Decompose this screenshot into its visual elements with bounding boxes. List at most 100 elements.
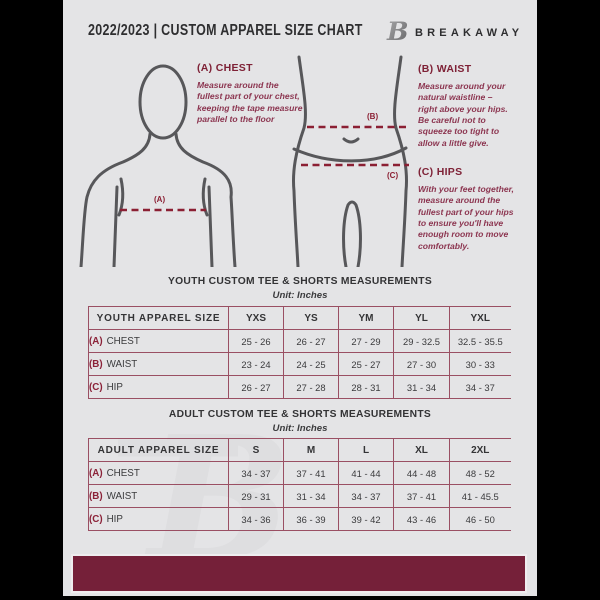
table-row: (B) WAIST 29 - 31 31 - 34 34 - 37 37 - 41 41 -… bbox=[88, 484, 511, 508]
youth-table-unit: Unit: Inches bbox=[272, 290, 328, 301]
measurement-value: 27 - 30 bbox=[393, 352, 450, 376]
size-column-header: YXL bbox=[449, 306, 511, 330]
size-column-header: L bbox=[338, 438, 394, 462]
measurement-value: 39 - 42 bbox=[338, 507, 394, 531]
figure-right-side bbox=[393, 55, 408, 267]
adult-table-title: ADULT CUSTOM TEE & SHORTS MEASUREMENTS bbox=[168, 409, 432, 420]
size-column-label: YOUTH APPAREL SIZE bbox=[88, 306, 229, 330]
table-row: (C) HIP 26 - 27 27 - 28 28 - 31 31 - 34 34 - 3… bbox=[88, 375, 511, 399]
figure-right-armpit bbox=[201, 177, 209, 217]
measurement-row-label: (B) WAIST bbox=[88, 484, 229, 508]
footer-bar bbox=[71, 554, 527, 593]
measurement-row-label: (B) WAIST bbox=[88, 352, 229, 376]
instruction-hips-text: With your feet together, measure around … bbox=[418, 184, 514, 251]
measurement-value: 36 - 39 bbox=[283, 507, 339, 531]
hips-line-label: (C) bbox=[387, 171, 398, 180]
measurement-value: 32.5 - 35.5 bbox=[449, 329, 511, 353]
measurement-value: 29 - 31 bbox=[228, 484, 284, 508]
measurement-name: HIP bbox=[106, 381, 123, 393]
figure-left-torso bbox=[112, 185, 119, 267]
table-header-row: YOUTH APPAREL SIZE YXS YS YM YL YXL bbox=[88, 306, 511, 330]
instruction-hips: (C) HIPS With your feet together, measur… bbox=[418, 166, 518, 252]
instruction-waist: (B) WAIST Measure around your natural wa… bbox=[418, 63, 513, 149]
figure-head-outline bbox=[138, 64, 188, 140]
size-column-header: YS bbox=[283, 306, 339, 330]
table-row: (C) HIP 34 - 36 36 - 39 39 - 42 43 - 46 46 - 5… bbox=[88, 507, 511, 531]
figure-navel bbox=[342, 137, 360, 144]
measurement-value: 27 - 29 bbox=[338, 329, 394, 353]
size-column-header: 2XL bbox=[449, 438, 511, 462]
measurement-key: (A) bbox=[89, 335, 103, 347]
measurement-name: WAIST bbox=[106, 358, 138, 370]
measurement-value: 26 - 27 bbox=[283, 329, 339, 353]
instruction-hips-heading: (C) HIPS bbox=[418, 166, 463, 178]
figure-left-armpit bbox=[117, 177, 125, 217]
figure-inner-legs bbox=[342, 200, 362, 267]
measurement-value: 43 - 46 bbox=[393, 507, 450, 531]
table-row: (A) CHEST 34 - 37 37 - 41 41 - 44 44 - 48 48 -… bbox=[88, 461, 511, 485]
chest-figure-diagram: (A) bbox=[79, 64, 237, 267]
adult-table-unit: Unit: Inches bbox=[272, 423, 328, 434]
measurement-value: 37 - 41 bbox=[393, 484, 450, 508]
measurement-name: CHEST bbox=[106, 335, 140, 347]
measurement-name: CHEST bbox=[106, 467, 140, 479]
svg-text:B: B bbox=[386, 17, 408, 46]
waist-line-label: (B) bbox=[367, 112, 378, 121]
measurement-value: 27 - 28 bbox=[283, 375, 339, 399]
measurement-row-label: (C) HIP bbox=[88, 507, 229, 531]
measurement-value: 29 - 32.5 bbox=[393, 329, 450, 353]
measurement-value: 44 - 48 bbox=[393, 461, 450, 485]
measurement-key: (A) bbox=[89, 467, 103, 479]
size-column-header: S bbox=[228, 438, 284, 462]
instruction-waist-heading: (B) WAIST bbox=[418, 63, 472, 75]
measurement-value: 28 - 31 bbox=[338, 375, 394, 399]
brand-lockup: B BREAKAWAY bbox=[381, 16, 523, 46]
measurement-row-label: (A) CHEST bbox=[88, 329, 229, 353]
measurement-value: 37 - 41 bbox=[283, 461, 339, 485]
youth-table-title: YOUTH CUSTOM TEE & SHORTS MEASUREMENTS bbox=[167, 276, 433, 287]
measurement-value: 26 - 27 bbox=[228, 375, 284, 399]
measurement-value: 24 - 25 bbox=[283, 352, 339, 376]
chest-line-label: (A) bbox=[154, 195, 165, 204]
size-chart-poster: 2022/2023 | CUSTOM APPAREL SIZE CHART B … bbox=[63, 0, 537, 596]
instruction-chest: (A) CHEST Measure around the fullest par… bbox=[197, 62, 305, 125]
measurement-value: 41 - 44 bbox=[338, 461, 394, 485]
instruction-chest-text: Measure around the fullest part of your … bbox=[197, 80, 303, 125]
figure-hip-curve bbox=[292, 146, 408, 163]
instruction-waist-text: Measure around your natural waistline – … bbox=[418, 81, 508, 148]
measurement-value: 31 - 34 bbox=[393, 375, 450, 399]
figure-right-shoulder bbox=[174, 132, 237, 267]
measurement-key: (B) bbox=[89, 358, 103, 370]
size-column-header: YL bbox=[393, 306, 450, 330]
measurement-value: 41 - 45.5 bbox=[449, 484, 511, 508]
table-row: (B) WAIST 23 - 24 24 - 25 25 - 27 27 - 30 30 -… bbox=[88, 352, 511, 376]
figure-right-torso bbox=[207, 185, 214, 267]
measurement-value: 25 - 26 bbox=[228, 329, 284, 353]
measurement-name: HIP bbox=[106, 513, 123, 525]
measurement-value: 25 - 27 bbox=[338, 352, 394, 376]
poster-title: 2022/2023 | CUSTOM APPAREL SIZE CHART bbox=[88, 22, 363, 39]
measurement-value: 30 - 33 bbox=[449, 352, 511, 376]
size-column-header: XL bbox=[393, 438, 450, 462]
size-column-header: YXS bbox=[228, 306, 284, 330]
measurement-value: 34 - 37 bbox=[449, 375, 511, 399]
measurement-value: 46 - 50 bbox=[449, 507, 511, 531]
measurement-value: 34 - 37 bbox=[228, 461, 284, 485]
measurement-row-label: (A) CHEST bbox=[88, 461, 229, 485]
measurement-key: (C) bbox=[89, 381, 103, 393]
instruction-chest-heading: (A) CHEST bbox=[197, 62, 253, 74]
measurement-value: 48 - 52 bbox=[449, 461, 511, 485]
measurement-key: (C) bbox=[89, 513, 103, 525]
measurement-value: 31 - 34 bbox=[283, 484, 339, 508]
measurement-value: 34 - 36 bbox=[228, 507, 284, 531]
adult-size-table: ADULT APPAREL SIZE S M L XL 2XL (A) CHEST 34 - 3… bbox=[88, 438, 511, 531]
size-column-header: YM bbox=[338, 306, 394, 330]
measurement-value: 23 - 24 bbox=[228, 352, 284, 376]
brand-name: BREAKAWAY bbox=[415, 27, 524, 39]
table-header-row: ADULT APPAREL SIZE S M L XL 2XL bbox=[88, 438, 511, 462]
size-column-header: M bbox=[283, 438, 339, 462]
measurement-value: 34 - 37 bbox=[338, 484, 394, 508]
size-column-label: ADULT APPAREL SIZE bbox=[88, 438, 229, 462]
figure-left-side bbox=[292, 55, 307, 267]
waist-hips-figure-diagram: (B) (C) bbox=[292, 55, 409, 267]
